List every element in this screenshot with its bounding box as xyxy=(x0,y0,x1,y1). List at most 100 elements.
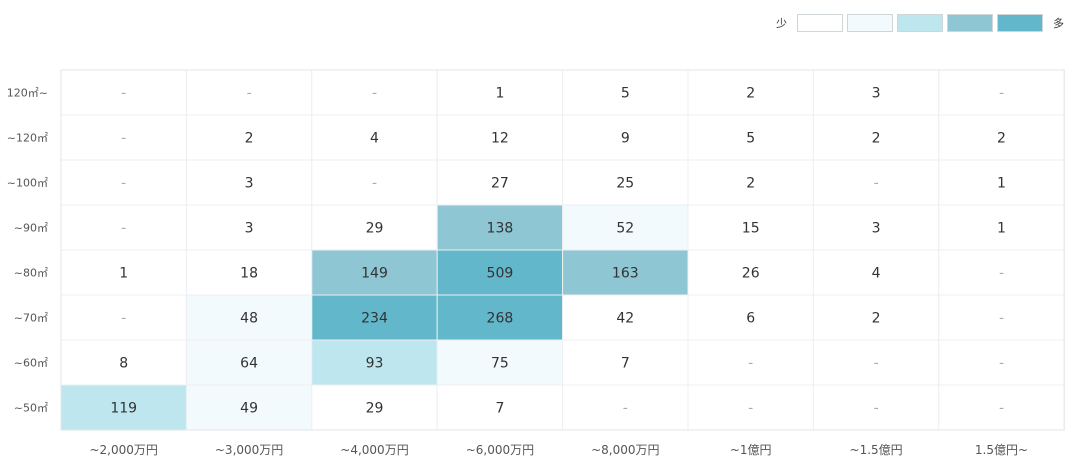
cell-empty-label: - xyxy=(121,176,126,192)
cell-value-label: 2 xyxy=(872,311,881,327)
cell-value-label: 18 xyxy=(240,266,258,282)
cell-value-label: 4 xyxy=(872,266,881,282)
heatmap-cell xyxy=(687,114,814,161)
cell-value-label: 9 xyxy=(621,131,630,147)
heatmap-cell xyxy=(311,159,438,206)
cell-value-label: 4 xyxy=(370,131,379,147)
cell-value-label: 12 xyxy=(491,131,509,147)
cell-value-label: 29 xyxy=(366,401,384,417)
heatmap-cell xyxy=(436,69,564,116)
cell-value-label: 26 xyxy=(742,266,760,282)
heatmap-cell xyxy=(938,249,1065,296)
heatmap-cell xyxy=(562,249,689,296)
cell-value-label: 234 xyxy=(361,311,388,327)
cell-value-label: 1 xyxy=(495,86,504,102)
heatmap-cell xyxy=(436,204,564,251)
cell-value-label: 119 xyxy=(110,401,137,417)
heatmap-cell xyxy=(687,384,814,431)
heatmap-cell xyxy=(311,249,438,296)
cell-value-label: 2 xyxy=(746,86,755,102)
heatmap-cell xyxy=(311,384,438,431)
y-tick-label: ~120㎡ xyxy=(7,132,48,145)
heatmap-cell xyxy=(311,339,438,386)
legend-swatch-level-4 xyxy=(997,14,1043,32)
heatmap-cell xyxy=(562,294,689,341)
cell-value-label: 15 xyxy=(742,221,760,237)
legend-swatch-level-2 xyxy=(897,14,943,32)
cell-value-label: 3 xyxy=(872,86,881,102)
cell-value-label: 6 xyxy=(746,311,755,327)
cell-value-label: 163 xyxy=(612,266,639,282)
heatmap-cell xyxy=(812,294,940,341)
x-tick-label: ~1億円 xyxy=(730,443,772,457)
cell-value-label: 8 xyxy=(119,356,128,372)
y-tick-label: ~80㎡ xyxy=(14,267,48,280)
x-tick-label: ~2,000万円 xyxy=(89,443,157,457)
cell-empty-label: - xyxy=(121,221,126,237)
cell-empty-label: - xyxy=(999,266,1004,282)
y-tick-label: ~70㎡ xyxy=(14,312,48,325)
cell-value-label: 2 xyxy=(245,131,254,147)
heatmap-cell xyxy=(938,339,1065,386)
x-tick-label: ~8,000万円 xyxy=(591,443,659,457)
cell-value-label: 48 xyxy=(240,311,258,327)
heatmap-cell xyxy=(812,384,940,431)
heatmap-cell xyxy=(562,114,689,161)
heatmap-cell xyxy=(60,159,187,206)
heatmap-cell xyxy=(562,159,689,206)
legend-swatch-level-3 xyxy=(947,14,993,32)
x-tick-label: ~6,000万円 xyxy=(466,443,534,457)
x-tick-label: ~1.5億円 xyxy=(850,443,903,457)
heatmap-cell xyxy=(687,204,814,251)
heatmap-cell xyxy=(938,204,1065,251)
heatmap-cell xyxy=(185,384,313,431)
cell-value-label: 52 xyxy=(616,221,634,237)
cell-empty-label: - xyxy=(121,311,126,327)
cell-value-label: 7 xyxy=(495,401,504,417)
legend-swatch-level-0 xyxy=(797,14,843,32)
y-tick-label: ~100㎡ xyxy=(7,177,48,190)
cell-empty-label: - xyxy=(121,86,126,102)
cell-value-label: 3 xyxy=(245,221,254,237)
y-tick-label: ~50㎡ xyxy=(14,402,48,415)
heatmap-cell xyxy=(938,384,1065,431)
cell-value-label: 75 xyxy=(491,356,509,372)
heatmap-cell xyxy=(812,204,940,251)
heatmap-cell xyxy=(436,339,564,386)
cell-empty-label: - xyxy=(874,401,879,417)
heatmap-cell xyxy=(185,339,313,386)
heatmap-cell xyxy=(687,339,814,386)
cell-empty-label: - xyxy=(748,356,753,372)
cell-value-label: 1 xyxy=(997,176,1006,192)
heatmap-cell xyxy=(60,294,187,341)
cell-value-label: 509 xyxy=(487,266,514,282)
x-tick-label: ~4,000万円 xyxy=(340,443,408,457)
cell-value-label: 5 xyxy=(746,131,755,147)
cell-value-label: 1 xyxy=(119,266,128,282)
legend-high-label: 多 xyxy=(1053,17,1064,30)
cell-value-label: 2 xyxy=(997,131,1006,147)
cell-value-label: 7 xyxy=(621,356,630,372)
legend: 少 多 xyxy=(770,12,1070,34)
legend-low-label: 少 xyxy=(776,17,787,30)
cell-empty-label: - xyxy=(121,131,126,147)
cell-empty-label: - xyxy=(874,356,879,372)
cell-empty-label: - xyxy=(748,401,753,417)
cell-value-label: 29 xyxy=(366,221,384,237)
cell-value-label: 2 xyxy=(746,176,755,192)
heatmap-cell xyxy=(812,114,940,161)
cell-value-label: 268 xyxy=(487,311,514,327)
heatmap-cell xyxy=(311,114,438,161)
heatmap-cell xyxy=(60,69,187,116)
cell-empty-label: - xyxy=(999,86,1004,102)
cell-empty-label: - xyxy=(372,86,377,102)
heatmap-cell xyxy=(185,159,313,206)
heatmap-border xyxy=(60,69,1065,431)
heatmap-cell xyxy=(436,114,564,161)
cell-value-label: 149 xyxy=(361,266,388,282)
cell-empty-label: - xyxy=(372,176,377,192)
cell-empty-label: - xyxy=(999,356,1004,372)
cell-empty-label: - xyxy=(999,401,1004,417)
legend-swatch-level-1 xyxy=(847,14,893,32)
